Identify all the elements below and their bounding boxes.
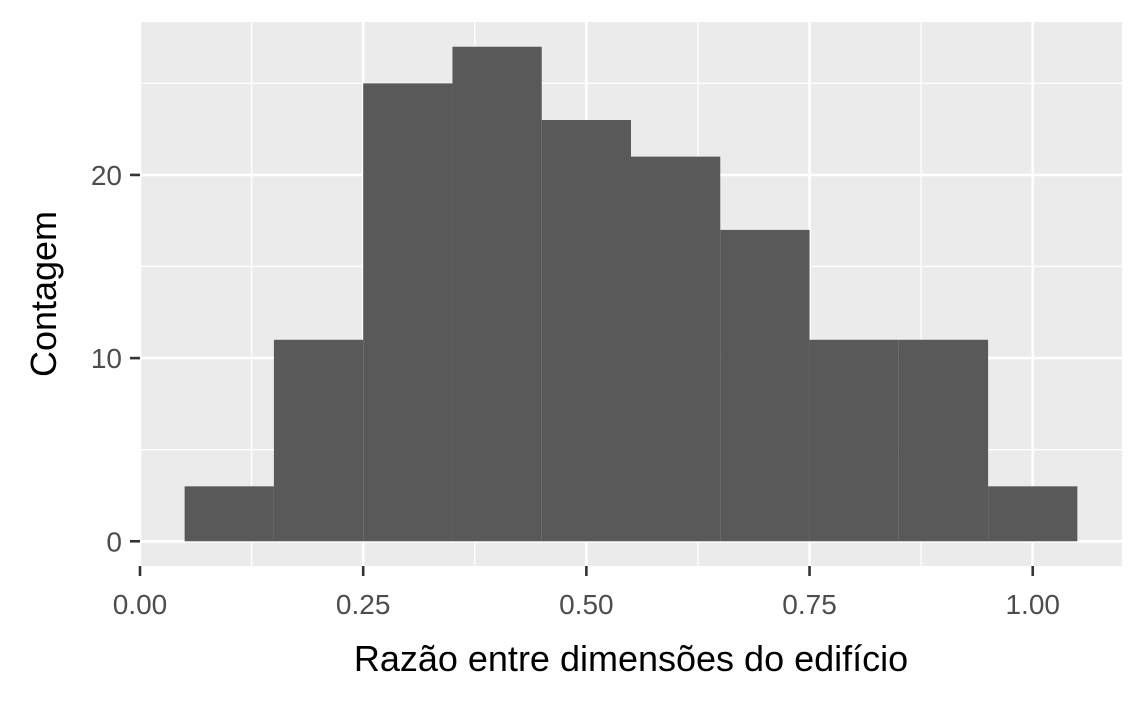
histogram-bar xyxy=(631,156,721,542)
y-tick-label: 20 xyxy=(91,160,122,191)
y-tick-label: 10 xyxy=(91,343,122,374)
x-axis-title: Razão entre dimensões do edifício xyxy=(354,638,908,679)
x-tick-label: 1.00 xyxy=(1005,589,1060,620)
histogram-bar xyxy=(898,339,989,542)
y-axis-title: Contagem xyxy=(23,211,64,377)
histogram-bar xyxy=(720,229,810,542)
histogram-bar xyxy=(363,83,453,542)
histogram-bar xyxy=(541,119,631,542)
histogram-bar xyxy=(273,339,364,542)
y-tick-label: 0 xyxy=(106,526,122,557)
x-tick-label: 0.25 xyxy=(336,589,391,620)
x-axis: 0.00 0.25 0.50 0.75 1.00 xyxy=(113,566,1060,620)
x-tick-label: 0.00 xyxy=(113,589,168,620)
x-tick-label: 0.50 xyxy=(559,589,614,620)
histogram-bar xyxy=(452,46,542,542)
x-tick-label: 0.75 xyxy=(782,589,837,620)
histogram-bar xyxy=(184,486,274,542)
histogram-bars xyxy=(184,46,1078,542)
histogram-bar xyxy=(988,486,1078,542)
y-axis: 0 10 20 xyxy=(91,160,140,557)
histogram-bar xyxy=(809,339,899,542)
